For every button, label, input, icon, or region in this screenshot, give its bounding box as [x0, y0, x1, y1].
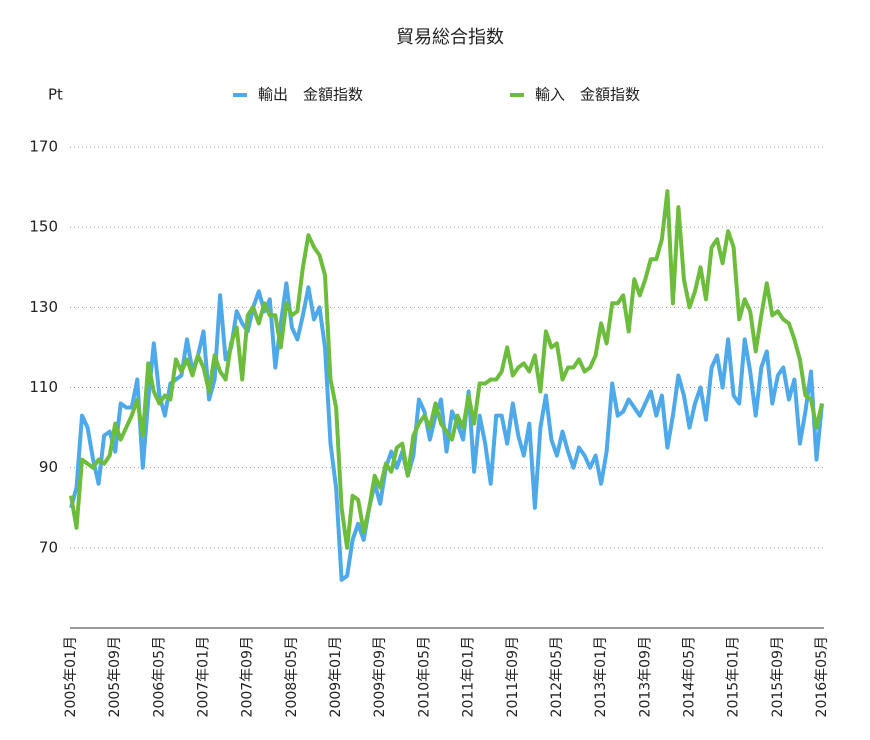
y-tick-label: 150	[29, 218, 58, 236]
x-tick-label: 2015年01月	[726, 636, 742, 717]
x-tick-label: 2010年05月	[416, 636, 432, 717]
x-tick-label: 2013年01月	[593, 636, 609, 717]
x-tick-label: 2015年09月	[770, 636, 786, 717]
x-tick-label: 2012年05月	[549, 636, 565, 717]
x-tick-label: 2009年01月	[328, 636, 344, 717]
x-tick-label: 2009年09月	[372, 636, 388, 717]
x-tick-label: 2016年05月	[814, 636, 830, 717]
legend-label: 輸入 金額指数	[535, 86, 640, 104]
y-tick-label: 70	[39, 538, 58, 556]
y-tick-label: 110	[29, 378, 58, 396]
x-tick-label: 2007年01月	[196, 636, 212, 717]
x-tick-label: 2008年05月	[284, 636, 300, 717]
y-tick-label: 130	[29, 298, 58, 316]
x-tick-label: 2013年09月	[637, 636, 653, 717]
x-tick-label: 2011年09月	[505, 636, 521, 717]
y-tick-label: 90	[39, 458, 58, 476]
x-tick-label: 2005年01月	[63, 636, 79, 717]
x-tick-label: 2007年09月	[240, 636, 256, 717]
y-axis-label: Pt	[48, 86, 63, 104]
x-tick-label: 2006年05月	[151, 636, 167, 717]
x-tick-label: 2005年09月	[107, 636, 123, 717]
x-tick-label: 2011年01月	[461, 636, 477, 717]
legend-label: 輸出 金額指数	[258, 86, 363, 104]
y-tick-label: 170	[29, 138, 58, 156]
x-tick-label: 2014年05月	[681, 636, 697, 717]
series-line	[69, 189, 824, 550]
chart-title: 貿易総合指数	[396, 27, 504, 48]
